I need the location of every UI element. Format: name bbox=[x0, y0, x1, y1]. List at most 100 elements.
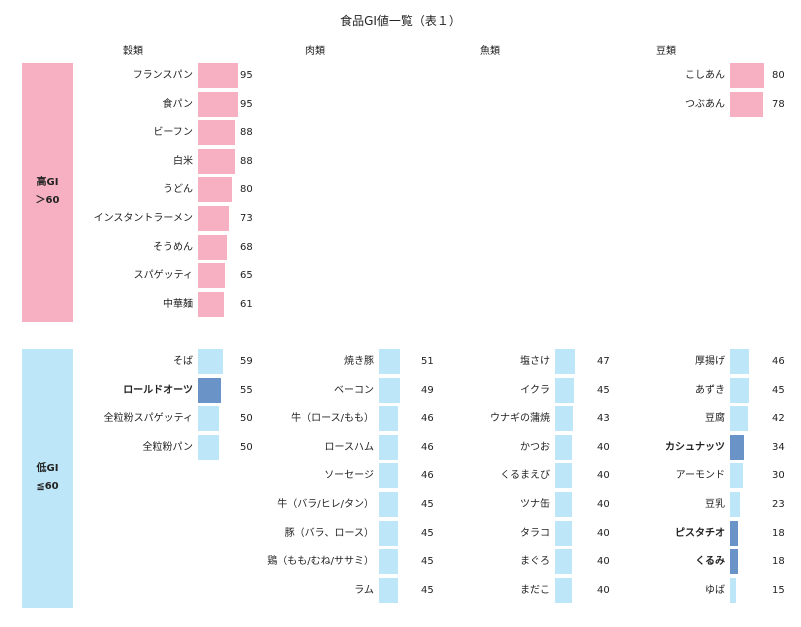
bar bbox=[730, 377, 749, 403]
category-label: インスタントラーメン bbox=[93, 213, 193, 224]
bar bbox=[198, 120, 235, 146]
category-label: 豆腐 bbox=[705, 413, 725, 425]
value-label: 68 bbox=[240, 241, 253, 253]
group-header: 豆類 bbox=[656, 46, 676, 57]
category-label: そば bbox=[173, 356, 193, 367]
bar bbox=[379, 492, 398, 517]
value-label: 45 bbox=[421, 499, 434, 510]
category-label: うどん bbox=[163, 184, 193, 196]
category-label: ツナ缶 bbox=[520, 499, 550, 510]
value-label: 55 bbox=[240, 384, 253, 396]
chart-title: 食品GI値一覧（表１） bbox=[340, 14, 461, 28]
value-label: 34 bbox=[772, 441, 785, 453]
value-label: 46 bbox=[421, 413, 434, 425]
value-label: 40 bbox=[597, 499, 610, 510]
value-label: 40 bbox=[597, 441, 610, 453]
category-label: あずき bbox=[695, 384, 725, 396]
bar bbox=[198, 406, 219, 432]
category-label: 豚（バラ、ロース） bbox=[284, 527, 374, 539]
bar bbox=[730, 577, 736, 603]
category-label: カシュナッツ bbox=[665, 441, 725, 453]
value-label: 40 bbox=[597, 470, 610, 482]
category-label: まぐろ bbox=[520, 556, 550, 568]
value-label: 95 bbox=[240, 70, 253, 81]
value-label: 65 bbox=[240, 270, 253, 282]
band-label-threshold: ≦60 bbox=[36, 480, 59, 492]
bar bbox=[198, 377, 221, 403]
category-label: そうめん bbox=[153, 241, 193, 253]
value-label: 45 bbox=[421, 527, 434, 539]
bar bbox=[730, 91, 763, 117]
category-label: 食パン bbox=[162, 98, 194, 110]
band-label-main: 低GI bbox=[36, 462, 59, 474]
bar bbox=[198, 206, 229, 231]
value-label: 15 bbox=[772, 584, 785, 596]
bar bbox=[555, 520, 572, 546]
bar bbox=[198, 63, 238, 88]
category-label: 厚揚げ bbox=[695, 356, 725, 367]
value-label: 45 bbox=[597, 384, 610, 396]
value-label: 30 bbox=[772, 470, 785, 482]
value-label: 49 bbox=[421, 384, 434, 396]
bar bbox=[198, 263, 225, 289]
bar bbox=[198, 349, 223, 374]
category-label: 豆乳 bbox=[705, 499, 725, 510]
value-label: 59 bbox=[240, 356, 253, 367]
category-label: ロースハム bbox=[324, 441, 375, 453]
bar bbox=[730, 492, 740, 517]
category-label: ベーコン bbox=[334, 384, 374, 396]
category-label: ビーフン bbox=[153, 127, 193, 139]
category-label: 牛（ロース/もも） bbox=[291, 413, 374, 425]
bar bbox=[730, 434, 744, 460]
value-label: 40 bbox=[597, 556, 610, 568]
bar bbox=[198, 148, 235, 174]
bar bbox=[730, 549, 738, 575]
category-label: ゆば bbox=[705, 584, 725, 596]
bar bbox=[379, 434, 398, 460]
bar bbox=[730, 349, 749, 374]
value-label: 18 bbox=[772, 527, 785, 539]
bar bbox=[555, 577, 572, 603]
bar bbox=[730, 406, 748, 432]
category-label: まだこ bbox=[520, 584, 550, 596]
category-label: くるまえび bbox=[500, 470, 550, 482]
bar bbox=[198, 291, 224, 317]
value-label: 95 bbox=[240, 98, 253, 110]
value-label: 45 bbox=[421, 556, 434, 568]
bar bbox=[198, 234, 227, 260]
bar bbox=[555, 463, 572, 489]
value-label: 47 bbox=[597, 356, 610, 367]
category-label: つぶあん bbox=[685, 98, 725, 110]
category-label: くるみ bbox=[695, 556, 725, 568]
value-label: 78 bbox=[772, 98, 785, 110]
category-label: イクラ bbox=[520, 384, 550, 396]
category-label: スパゲッティ bbox=[133, 270, 193, 282]
bar bbox=[198, 177, 232, 203]
value-label: 46 bbox=[772, 356, 785, 367]
bar bbox=[555, 549, 572, 575]
bar bbox=[730, 63, 764, 88]
bar bbox=[555, 492, 572, 517]
band-label-threshold: ＞60 bbox=[35, 194, 60, 206]
category-label: 塩さけ bbox=[520, 356, 550, 367]
value-label: 40 bbox=[597, 584, 610, 596]
category-label: 鶏（もも/むね/ササミ） bbox=[267, 556, 374, 568]
bar bbox=[379, 349, 400, 374]
value-label: 80 bbox=[240, 184, 253, 196]
gi-band-low bbox=[22, 349, 73, 608]
value-label: 46 bbox=[421, 470, 434, 482]
value-label: 45 bbox=[421, 584, 434, 596]
bar bbox=[555, 434, 572, 460]
value-label: 88 bbox=[240, 155, 253, 167]
value-label: 50 bbox=[240, 413, 253, 425]
value-label: 73 bbox=[240, 213, 253, 224]
category-label: かつお bbox=[520, 441, 550, 453]
group-header: 穀類 bbox=[123, 46, 143, 57]
category-label: アーモンド bbox=[675, 470, 725, 482]
category-label: ソーセージ bbox=[324, 470, 374, 482]
bar bbox=[555, 349, 575, 374]
value-label: 46 bbox=[421, 441, 434, 453]
band-label-main: 高GI bbox=[36, 176, 59, 188]
category-label: 中華麺 bbox=[163, 298, 193, 310]
